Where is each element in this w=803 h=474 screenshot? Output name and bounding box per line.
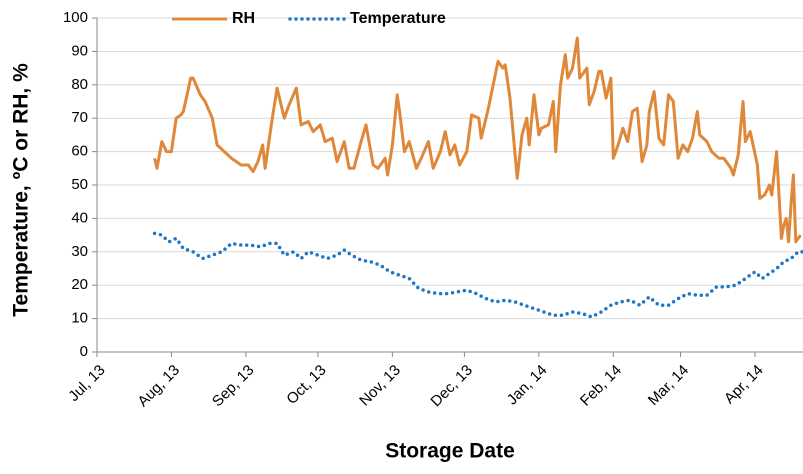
x-tick-label: Nov, 13 — [356, 362, 404, 410]
y-tick-label: 40 — [71, 209, 88, 226]
y-tick-label: 0 — [80, 343, 88, 360]
y-tick-label: 90 — [71, 42, 88, 59]
series-line — [152, 231, 803, 319]
x-tick-label: Jan, 14 — [504, 362, 551, 409]
y-tick-label: 50 — [71, 176, 88, 193]
x-tick-label: Mar, 14 — [645, 362, 692, 409]
x-tick-label: Dec, 13 — [427, 362, 476, 411]
x-tick-label: Jul, 13 — [65, 362, 108, 405]
y-tick-label: 10 — [71, 310, 88, 327]
y-tick-label: 70 — [71, 109, 88, 126]
y-tick-label: 80 — [71, 76, 88, 93]
x-tick-label: Apr, 14 — [721, 362, 767, 408]
y-axis-title: Temperature, ºC or RH, % — [10, 63, 33, 317]
legend-label: Temperature — [350, 10, 446, 27]
x-tick-label: Aug, 13 — [134, 362, 183, 411]
legend-label: RH — [232, 10, 255, 27]
x-tick-label: Oct, 13 — [283, 362, 329, 408]
x-tick-label: Feb, 14 — [577, 362, 625, 410]
y-tick-label: 60 — [71, 143, 88, 160]
x-axis-title: Storage Date — [385, 440, 515, 463]
series-line — [153, 36, 802, 244]
x-tick-label: Sep, 13 — [209, 362, 258, 411]
y-tick-label: 20 — [71, 276, 88, 293]
y-tick-label: 30 — [71, 243, 88, 260]
y-tick-label: 100 — [63, 9, 88, 26]
